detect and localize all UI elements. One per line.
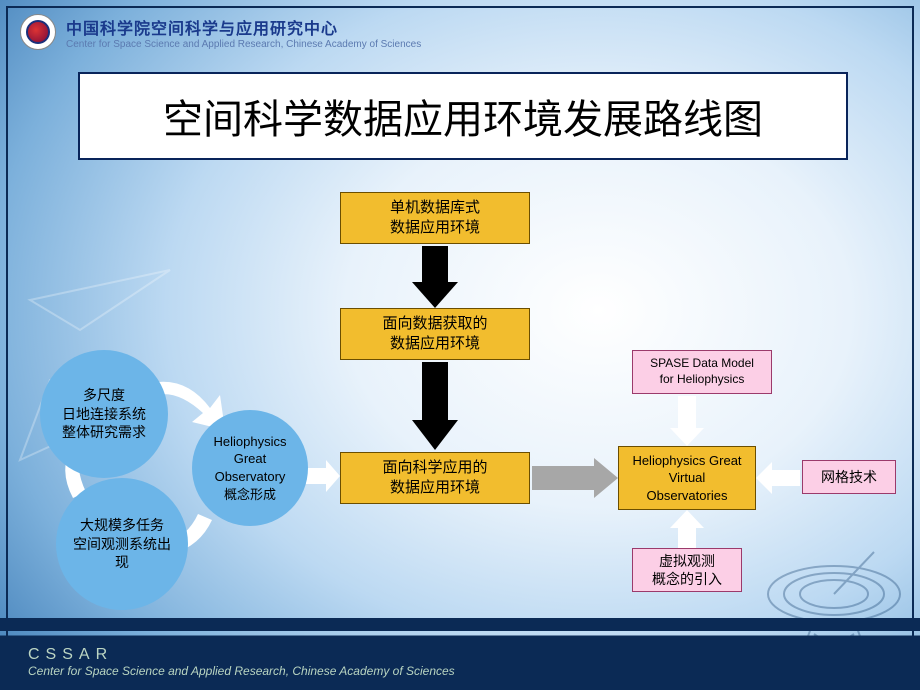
box-science-application: 面向科学应用的 数据应用环境 — [340, 452, 530, 504]
box-standalone-db: 单机数据库式 数据应用环境 — [340, 192, 530, 244]
box-grid-tech: 网格技术 — [802, 460, 896, 494]
circle-hgo-concept: Heliophysics Great Observatory 概念形成 — [192, 410, 308, 526]
arrow-grid-hgvo — [756, 462, 800, 494]
circle-multiscale: 多尺度 日地连接系统 整体研究需求 — [40, 350, 168, 478]
arrow-c2-y3 — [306, 460, 340, 492]
box-spase: SPASE Data Model for Heliophysics — [632, 350, 772, 394]
arrow-spase-hgvo — [670, 396, 704, 446]
arrow-vobs-hgvo — [670, 510, 704, 548]
circle-large-scale-obs: 大规模多任务 空间观测系统出 现 — [56, 478, 188, 610]
arrow-y3-hgvo — [532, 458, 618, 498]
footer-bar: CSSAR Center for Space Science and Appli… — [0, 618, 920, 690]
arrow-y1-y2 — [412, 246, 458, 308]
box-data-acquisition: 面向数据获取的 数据应用环境 — [340, 308, 530, 360]
box-hgvo: Heliophysics Great Virtual Observatories — [618, 446, 756, 510]
footer-brand: CSSAR — [28, 646, 455, 664]
arrow-y2-y3 — [412, 362, 458, 450]
footer-subtitle: Center for Space Science and Applied Res… — [28, 664, 455, 678]
